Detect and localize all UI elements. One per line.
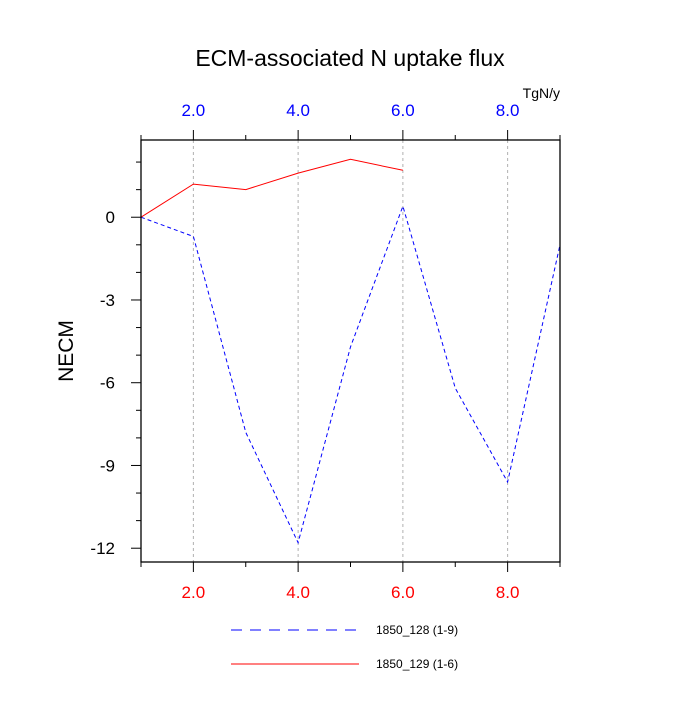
x-tick-label-bottom: 6.0 [391, 583, 415, 602]
y-axis-label: NECM [55, 320, 78, 382]
y-tick-label: -6 [100, 374, 115, 393]
y-tick-label: 0 [106, 208, 115, 227]
plot-frame [140, 139, 561, 563]
legend: 1850_128 (1-9) 1850_129 (1-6) [231, 623, 458, 671]
series-lines [140, 158, 561, 545]
x-tick-label-top: 4.0 [286, 101, 310, 120]
x-tick-label-top: 8.0 [496, 101, 520, 120]
legend-label: 1850_129 (1-6) [376, 657, 458, 671]
x-tick-label-bottom: 8.0 [496, 583, 520, 602]
x-tick-label-top: 2.0 [182, 101, 206, 120]
tick-labels: 2.0 2.0 4.0 4.0 6.0 6.0 8.0 8.0 0 -3 -6 -9 -12 [90, 101, 519, 602]
series-line [140, 204, 561, 545]
legend-label: 1850_128 (1-9) [376, 623, 458, 637]
y-tick-label: -3 [100, 291, 115, 310]
axis-ticks [131, 130, 561, 572]
chart-title: ECM-associated N uptake flux [195, 45, 505, 71]
x-tick-label-bottom: 4.0 [286, 583, 310, 602]
y-tick-label: -9 [100, 456, 115, 475]
grid [192, 140, 509, 562]
x-tick-label-bottom: 2.0 [182, 583, 206, 602]
x-tick-label-top: 6.0 [391, 101, 415, 120]
y-tick-label: -12 [90, 539, 115, 558]
series-line [140, 158, 404, 218]
units-label: TgN/y [523, 85, 560, 101]
